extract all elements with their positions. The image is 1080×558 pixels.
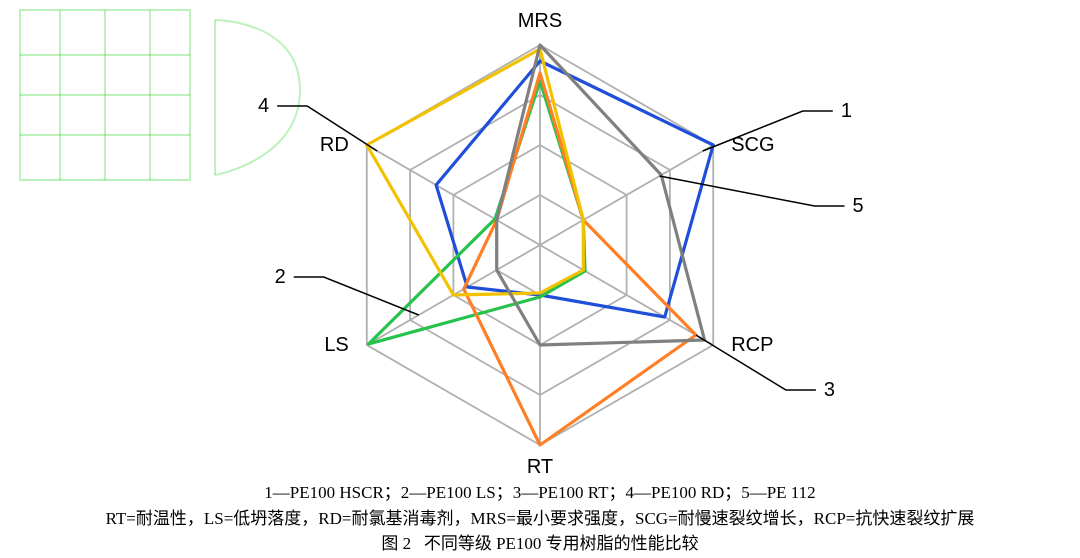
callout-leader-2 [294, 277, 419, 315]
axis-caption: RT=耐温性，LS=低坍落度，RD=耐氯基消毒剂，MRS=最小要求强度，SCG=… [0, 506, 1080, 532]
callout-leader-5 [660, 176, 845, 206]
axis-label-MRS: MRS [518, 10, 562, 32]
series-line-3 [464, 73, 696, 445]
series-line-4 [367, 49, 584, 295]
figure-captions: 1—PE100 HSCR；2—PE100 LS；3—PE100 RT；4—PE1… [0, 480, 1080, 557]
radar-chart: MRSSCGRCPRTLSRD15324 [0, 0, 1080, 480]
legend-caption: 1—PE100 HSCR；2—PE100 LS；3—PE100 RT；4—PE1… [0, 480, 1080, 506]
axis-label-RT: RT [527, 456, 553, 478]
callout-text-5: 5 [853, 195, 864, 217]
figure-caption: 图 2 不同等级 PE100 专用树脂的性能比较 [0, 531, 1080, 557]
callout-text-3: 3 [824, 379, 835, 401]
callout-text-1: 1 [841, 100, 852, 122]
radar-grid [367, 45, 713, 445]
axis-label-RCP: RCP [731, 334, 773, 356]
callout-text-2: 2 [275, 266, 286, 288]
axis-label-LS: LS [324, 334, 348, 356]
callout-text-4: 4 [258, 95, 269, 117]
axis-label-RD: RD [320, 134, 349, 156]
